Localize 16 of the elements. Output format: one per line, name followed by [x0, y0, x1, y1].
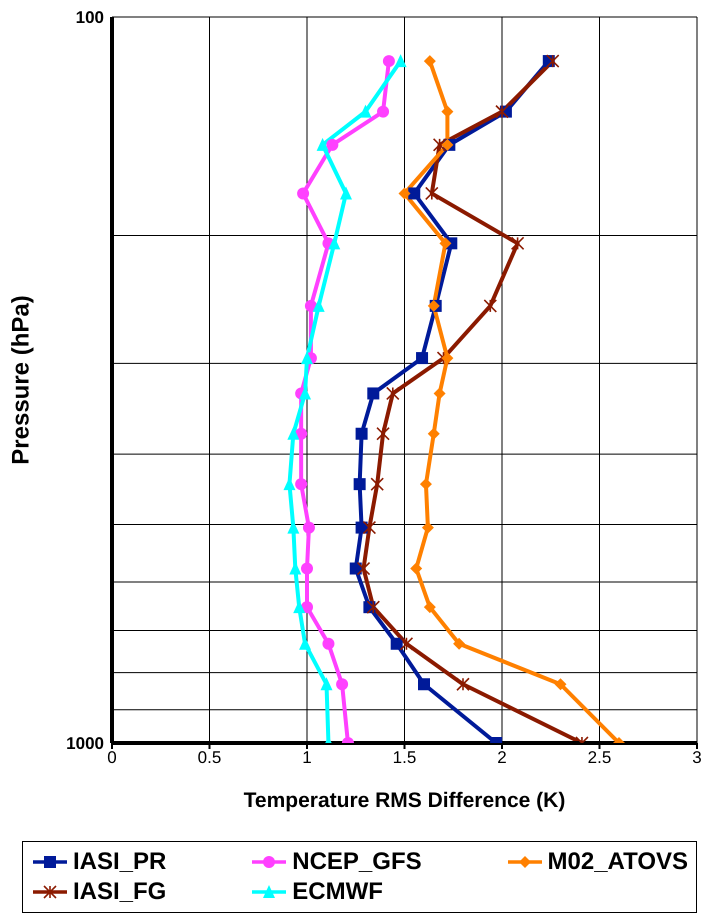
legend-label: IASI_FG	[73, 878, 166, 906]
y-axis-title: Pressure (hPa)	[8, 295, 35, 465]
x-tick-label: 2	[497, 748, 507, 768]
y-tick-label: 1000	[66, 734, 104, 754]
legend-label: M02_ATOVS	[548, 848, 688, 876]
x-tick-label: 1.5	[392, 748, 416, 768]
x-axis-title: Temperature RMS Difference (K)	[244, 789, 566, 812]
legend-label: ECMWF	[292, 878, 383, 906]
y-tick-label: 100	[76, 8, 104, 28]
x-tick-label: 1	[302, 748, 312, 768]
x-tick-label: 2.5	[588, 748, 612, 768]
legend-label: IASI_PR	[73, 848, 166, 876]
legend-label: NCEP_GFS	[292, 848, 422, 876]
x-tick-label: 3	[692, 748, 702, 768]
x-tick-label: 0.5	[198, 748, 222, 768]
x-tick-label: 0	[107, 748, 117, 768]
